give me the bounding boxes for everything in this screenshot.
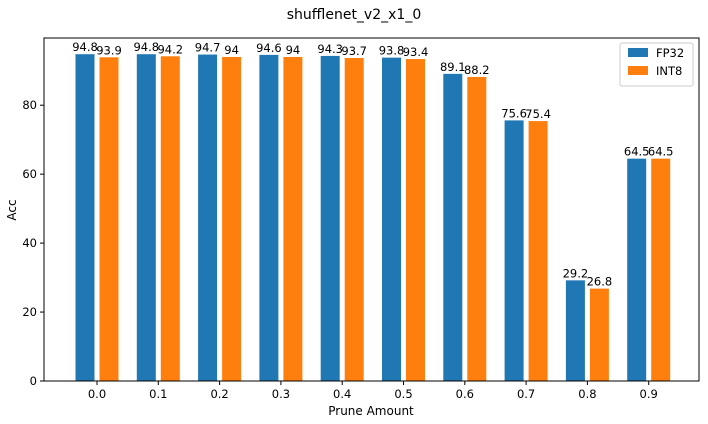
bar-label-int8-0.4: 93.7 (341, 44, 367, 58)
bar-fp32-0.3 (259, 54, 279, 382)
y-tick-label: 0 (30, 374, 37, 388)
bar-fp32-0.2 (198, 54, 218, 382)
bar-label-fp32-0.4: 94.3 (317, 42, 343, 56)
bar-label-int8-0.6: 88.2 (464, 63, 490, 77)
bar-fp32-0.0 (75, 54, 95, 381)
bar-label-int8-0.8: 26.8 (587, 275, 613, 289)
bar-int8-0.2 (222, 56, 242, 381)
legend-label-fp32: FP32 (656, 46, 684, 60)
bar-label-int8-0.1: 94.2 (157, 42, 183, 56)
bar-label-fp32-0.2: 94.7 (195, 41, 221, 55)
bar-fp32-0.6 (443, 73, 463, 381)
bar-label-fp32-0.9: 64.5 (624, 145, 650, 159)
bar-fp32-0.7 (504, 120, 524, 381)
y-tick-label: 80 (22, 98, 37, 112)
bar-int8-0.6 (467, 76, 487, 381)
chart-title: shufflenet_v2_x1_0 (287, 7, 421, 23)
bar-int8-0.9 (651, 158, 671, 381)
y-axis-label: Acc (5, 199, 19, 220)
x-tick-label: 0.4 (333, 387, 351, 401)
legend-swatch-fp32 (628, 48, 648, 57)
x-tick-label: 0.0 (88, 387, 106, 401)
x-tick-label: 0.7 (517, 387, 535, 401)
y-tick-label: 20 (22, 305, 37, 319)
bar-int8-0.4 (344, 57, 364, 382)
bar-label-fp32-0.8: 29.2 (563, 266, 589, 280)
y-tick-label: 60 (22, 167, 37, 181)
bar-label-int8-0.0: 93.9 (96, 43, 122, 57)
x-tick-label: 0.5 (394, 387, 412, 401)
bar-fp32-0.9 (627, 158, 647, 381)
bar-int8-0.0 (99, 57, 119, 381)
x-axis-label: Prune Amount (328, 404, 414, 418)
bar-label-fp32-0.1: 94.8 (133, 40, 159, 54)
bar-fp32-0.8 (565, 280, 585, 381)
bar-label-int8-0.3: 94 (286, 43, 301, 57)
bar-label-fp32-0.7: 75.6 (501, 106, 527, 120)
bar-int8-0.3 (283, 56, 303, 381)
bar-fp32-0.4 (320, 55, 340, 381)
bar-int8-0.5 (406, 59, 425, 382)
x-tick-label: 0.1 (149, 387, 167, 401)
bar-label-fp32-0.3: 94.6 (256, 41, 282, 55)
bar-int8-0.7 (528, 121, 548, 381)
bar-labels-group: 94.8 94.8 94.7 94.6 94.3 93.8 89.1 75.6 29.2 64.5… (72, 40, 673, 288)
legend-swatch-int8 (628, 66, 648, 75)
bar-fp32-0.5 (382, 57, 401, 382)
bar-fp32-0.1 (136, 54, 156, 381)
x-tick-label: 0.9 (640, 387, 658, 401)
x-axis: 0.0 0.1 0.2 0.3 0.4 0.5 0.6 0.7 0.8 0.9 (88, 381, 658, 401)
bar-label-fp32-0.6: 89.1 (440, 60, 466, 74)
legend-label-int8: INT8 (656, 64, 682, 78)
bar-label-int8-0.5: 93.4 (403, 45, 429, 59)
plot-frame (43, 37, 700, 382)
x-tick-label: 0.2 (210, 387, 228, 401)
bars-group (75, 54, 671, 382)
bar-int8-0.1 (160, 56, 180, 381)
x-tick-label: 0.3 (272, 387, 290, 401)
bar-int8-0.8 (589, 288, 609, 381)
bar-label-fp32-0.0: 94.8 (72, 40, 98, 54)
legend: FP32 INT8 (619, 42, 694, 87)
x-tick-label: 0.8 (578, 387, 596, 401)
y-tick-label: 40 (22, 236, 37, 250)
y-axis: 0 20 40 60 80 (22, 98, 44, 388)
bar-label-int8-0.7: 75.4 (525, 107, 551, 121)
x-tick-label: 0.6 (456, 387, 474, 401)
bar-label-int8-0.9: 64.5 (648, 145, 674, 159)
bar-label-int8-0.2: 94 (224, 43, 239, 57)
bar-label-fp32-0.5: 93.8 (379, 44, 405, 58)
